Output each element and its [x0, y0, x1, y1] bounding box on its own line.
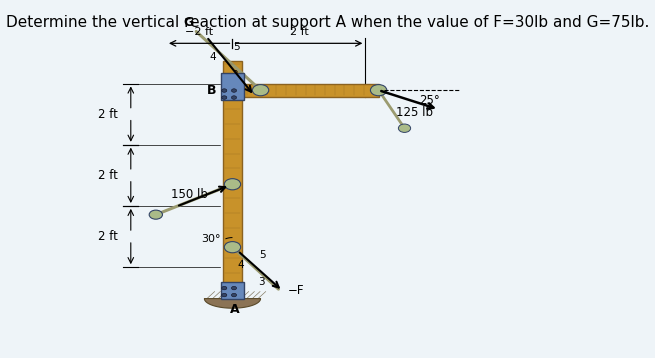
Circle shape	[231, 293, 236, 297]
Circle shape	[222, 96, 227, 99]
Bar	[242, 83, 379, 97]
Circle shape	[231, 96, 236, 99]
Text: A: A	[230, 303, 240, 316]
Text: 3: 3	[258, 277, 265, 287]
Text: 2 ft: 2 ft	[98, 169, 118, 182]
Text: 125 lb: 125 lb	[396, 106, 434, 119]
Text: B: B	[207, 84, 217, 97]
Circle shape	[222, 286, 227, 290]
Text: 5: 5	[233, 42, 240, 52]
Circle shape	[398, 124, 411, 132]
Text: 2 ft: 2 ft	[98, 108, 118, 121]
Circle shape	[252, 84, 269, 96]
Circle shape	[224, 179, 240, 190]
Bar	[221, 282, 244, 299]
Text: 3: 3	[231, 69, 238, 79]
Text: 4: 4	[209, 52, 215, 62]
Bar	[221, 73, 244, 100]
Circle shape	[149, 210, 162, 219]
Polygon shape	[204, 299, 261, 308]
Text: G: G	[183, 16, 194, 29]
Text: 4: 4	[238, 260, 244, 270]
Text: Determine the vertical reaction at support A when the value of F=30lb and G=75lb: Determine the vertical reaction at suppo…	[6, 15, 649, 30]
Circle shape	[371, 84, 386, 96]
Circle shape	[222, 293, 227, 297]
Circle shape	[224, 242, 240, 253]
Circle shape	[231, 89, 236, 92]
Text: −F: −F	[288, 284, 304, 297]
Circle shape	[222, 89, 227, 92]
Text: 5: 5	[259, 251, 266, 261]
Text: 2 ft: 2 ft	[98, 230, 118, 243]
Text: 25°: 25°	[419, 94, 440, 107]
Bar	[223, 61, 242, 292]
Circle shape	[231, 286, 236, 290]
Text: 30°: 30°	[200, 234, 220, 244]
Text: 150 lb: 150 lb	[171, 188, 208, 201]
Text: 2 ft: 2 ft	[290, 27, 309, 37]
Text: −2 ft: −2 ft	[185, 27, 214, 37]
